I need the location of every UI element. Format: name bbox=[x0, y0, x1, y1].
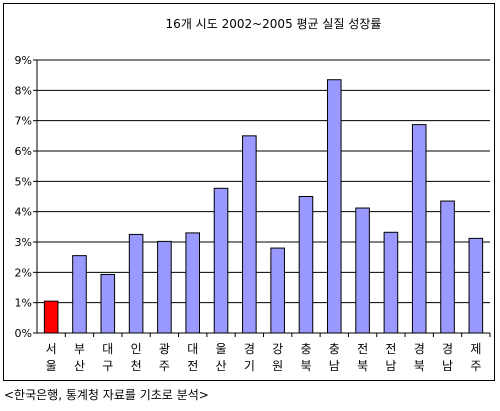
x-tick-label: 원 bbox=[272, 359, 283, 373]
y-tick-label: 2% bbox=[15, 266, 32, 279]
x-tick-label: 울 bbox=[46, 359, 57, 373]
x-tick-label: 산 bbox=[216, 359, 227, 373]
x-tick-label: 부 bbox=[74, 342, 85, 356]
x-tick-label: 광 bbox=[159, 342, 170, 356]
x-tick-label: 인 bbox=[131, 342, 142, 356]
y-tick-label: 0% bbox=[15, 327, 32, 340]
x-tick-label: 북 bbox=[357, 359, 368, 373]
x-tick-label: 북 bbox=[414, 359, 425, 373]
bar bbox=[185, 232, 201, 334]
x-tick-label: 남 bbox=[442, 359, 453, 373]
bar bbox=[383, 231, 399, 334]
x-tick-label: 경 bbox=[414, 342, 425, 356]
x-tick-label: 기 bbox=[244, 359, 255, 373]
x-tick-label: 서 bbox=[46, 342, 57, 356]
source-note: <한국은행, 통계청 자료를 기초로 분석> bbox=[4, 388, 209, 402]
x-tick-label: 주 bbox=[159, 359, 170, 373]
bar bbox=[411, 124, 427, 334]
bar bbox=[100, 273, 116, 334]
x-tick-label: 남 bbox=[329, 359, 340, 373]
y-tick-label: 5% bbox=[15, 175, 32, 188]
x-tick-label: 전 bbox=[385, 342, 396, 356]
x-tick-label: 제 bbox=[470, 342, 481, 356]
bar bbox=[43, 300, 59, 334]
y-tick-label: 3% bbox=[15, 236, 32, 249]
x-tick-label: 강 bbox=[272, 342, 283, 356]
chart-frame: 16개 시도 2002~2005 평균 실질 성장률 0% 1% 2% 3% 4% 5% 6%… bbox=[3, 3, 495, 381]
x-tick-label: 구 bbox=[102, 359, 113, 373]
bar bbox=[128, 233, 144, 334]
x-tick-label: 경 bbox=[442, 342, 453, 356]
x-tick-label: 산 bbox=[74, 359, 85, 373]
bar bbox=[242, 135, 257, 334]
bar bbox=[157, 240, 172, 334]
x-tick-label: 북 bbox=[300, 359, 311, 373]
bar bbox=[213, 187, 229, 334]
y-tick-label: 6% bbox=[15, 145, 32, 158]
y-tick-label: 9% bbox=[15, 54, 32, 67]
bar bbox=[468, 237, 484, 334]
bar bbox=[298, 196, 314, 334]
bar bbox=[326, 79, 342, 334]
bar bbox=[355, 207, 370, 334]
x-tick-label: 충 bbox=[300, 342, 311, 356]
x-tick-label: 천 bbox=[131, 358, 142, 373]
x-tick-label: 경 bbox=[244, 342, 255, 356]
chart-title: 16개 시도 2002~2005 평균 실질 성장률 bbox=[166, 17, 382, 31]
y-tick-label: 8% bbox=[15, 84, 32, 97]
y-tick-label: 1% bbox=[15, 297, 32, 310]
x-tick-label: 울 bbox=[216, 342, 227, 356]
bar bbox=[72, 255, 87, 334]
x-tick-label: 남 bbox=[385, 359, 396, 373]
x-tick-label: 충 bbox=[329, 342, 340, 356]
bar bbox=[270, 247, 285, 334]
x-tick-label: 전 bbox=[357, 342, 368, 356]
x-tick-label: 주 bbox=[470, 359, 481, 373]
bar bbox=[440, 200, 455, 334]
x-tick-label: 전 bbox=[187, 359, 198, 373]
y-tick-label: 7% bbox=[15, 115, 32, 128]
x-tick-label: 대 bbox=[102, 342, 113, 356]
bar-chart: 16개 시도 2002~2005 평균 실질 성장률 0% 1% 2% 3% 4% 5% 6%… bbox=[15, 17, 491, 373]
x-tick-label: 대 bbox=[187, 342, 198, 356]
y-tick-label: 4% bbox=[15, 206, 32, 219]
